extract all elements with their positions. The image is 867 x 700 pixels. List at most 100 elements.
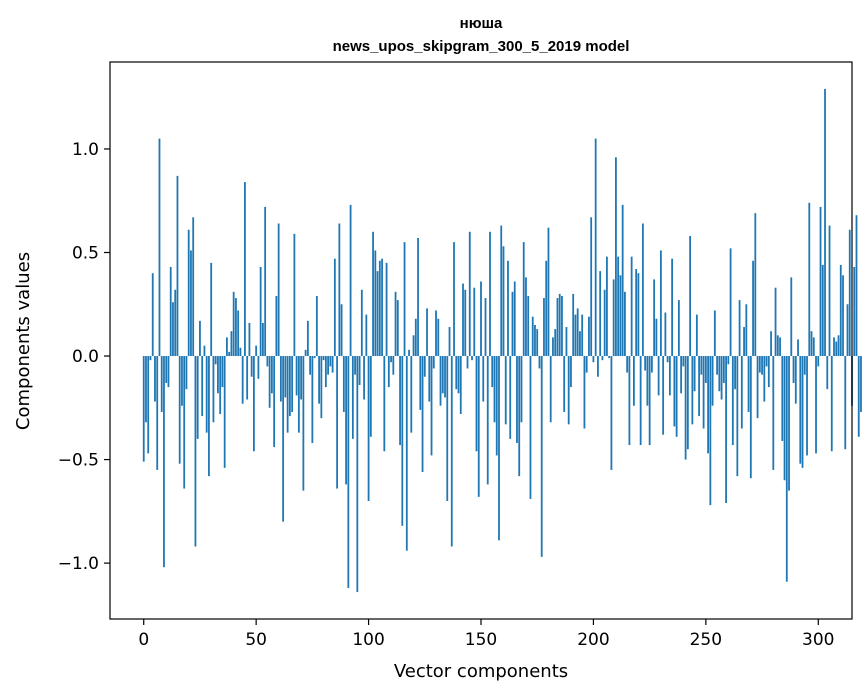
- bar: [149, 356, 152, 361]
- bar: [203, 345, 206, 357]
- bar: [682, 356, 685, 367]
- bar: [767, 356, 770, 388]
- bar: [347, 356, 350, 588]
- bar: [221, 356, 224, 388]
- bar: [363, 356, 365, 400]
- bar: [473, 287, 476, 357]
- bar: [178, 356, 181, 464]
- bar: [421, 356, 424, 472]
- bar: [803, 356, 806, 375]
- bar: [610, 356, 613, 470]
- bar: [273, 356, 276, 448]
- y-tick-label: −1.0: [58, 554, 99, 574]
- bar: [815, 356, 817, 454]
- bar: [468, 231, 471, 357]
- bar: [538, 356, 541, 369]
- bar: [223, 356, 226, 468]
- bar: [758, 356, 761, 373]
- bar: [475, 356, 478, 452]
- bar: [648, 356, 651, 446]
- bar: [567, 356, 570, 425]
- bar: [808, 202, 811, 357]
- bar: [855, 215, 858, 357]
- bar: [210, 262, 213, 357]
- bar: [653, 279, 656, 357]
- bar: [626, 356, 629, 373]
- bar: [208, 356, 210, 477]
- bar: [284, 356, 287, 398]
- bar: [700, 356, 703, 375]
- bar: [554, 329, 557, 357]
- bar: [482, 356, 485, 402]
- bar: [504, 356, 507, 425]
- bar: [423, 356, 426, 377]
- bar: [833, 337, 835, 357]
- bar: [552, 337, 554, 357]
- bar: [232, 291, 235, 357]
- bar: [585, 356, 588, 373]
- bar: [507, 260, 509, 357]
- bar: [190, 250, 192, 357]
- bar: [754, 213, 757, 357]
- bar: [536, 329, 539, 357]
- bar: [588, 316, 590, 357]
- bar: [761, 356, 763, 375]
- bar: [324, 356, 327, 388]
- bar: [262, 322, 264, 357]
- plot-frame: [109, 61, 853, 620]
- bar: [558, 293, 561, 357]
- x-tick-label: 250: [690, 630, 722, 650]
- bar: [244, 182, 246, 357]
- bar: [579, 331, 581, 357]
- bar: [525, 277, 527, 357]
- bar: [817, 356, 820, 367]
- bar: [824, 88, 826, 357]
- bar: [606, 256, 608, 357]
- bar: [327, 356, 329, 375]
- bar: [776, 335, 779, 357]
- bar: [545, 260, 548, 357]
- bar: [619, 275, 622, 357]
- bar: [597, 356, 599, 377]
- bar: [529, 356, 532, 499]
- bar: [369, 356, 372, 437]
- bar: [695, 314, 698, 357]
- bar: [646, 356, 649, 406]
- bar: [154, 356, 156, 402]
- bar: [716, 356, 718, 375]
- bar: [367, 356, 370, 501]
- bar: [574, 314, 577, 357]
- bar: [394, 291, 397, 357]
- bar: [183, 356, 186, 489]
- bar: [857, 356, 860, 437]
- bar: [639, 356, 642, 446]
- bar: [385, 262, 388, 357]
- bar: [666, 356, 669, 363]
- bar: [165, 356, 168, 383]
- bar: [266, 356, 269, 367]
- bar: [315, 295, 318, 357]
- bar: [641, 223, 644, 357]
- bar: [848, 229, 851, 357]
- bar: [455, 356, 458, 390]
- bar: [405, 356, 408, 551]
- bar: [689, 235, 692, 357]
- bar: [185, 356, 188, 390]
- bar: [453, 242, 455, 357]
- bar: [698, 356, 700, 417]
- bar: [205, 356, 208, 433]
- bar: [194, 356, 197, 547]
- bar: [821, 264, 824, 357]
- bar: [743, 327, 745, 357]
- bar: [381, 258, 383, 357]
- bar: [704, 356, 707, 383]
- bar: [333, 258, 336, 357]
- bar: [176, 175, 179, 357]
- bar: [217, 356, 219, 394]
- bar: [828, 225, 831, 357]
- bar: [192, 217, 195, 357]
- bar: [212, 356, 215, 423]
- bar: [360, 289, 363, 357]
- bar: [372, 231, 374, 357]
